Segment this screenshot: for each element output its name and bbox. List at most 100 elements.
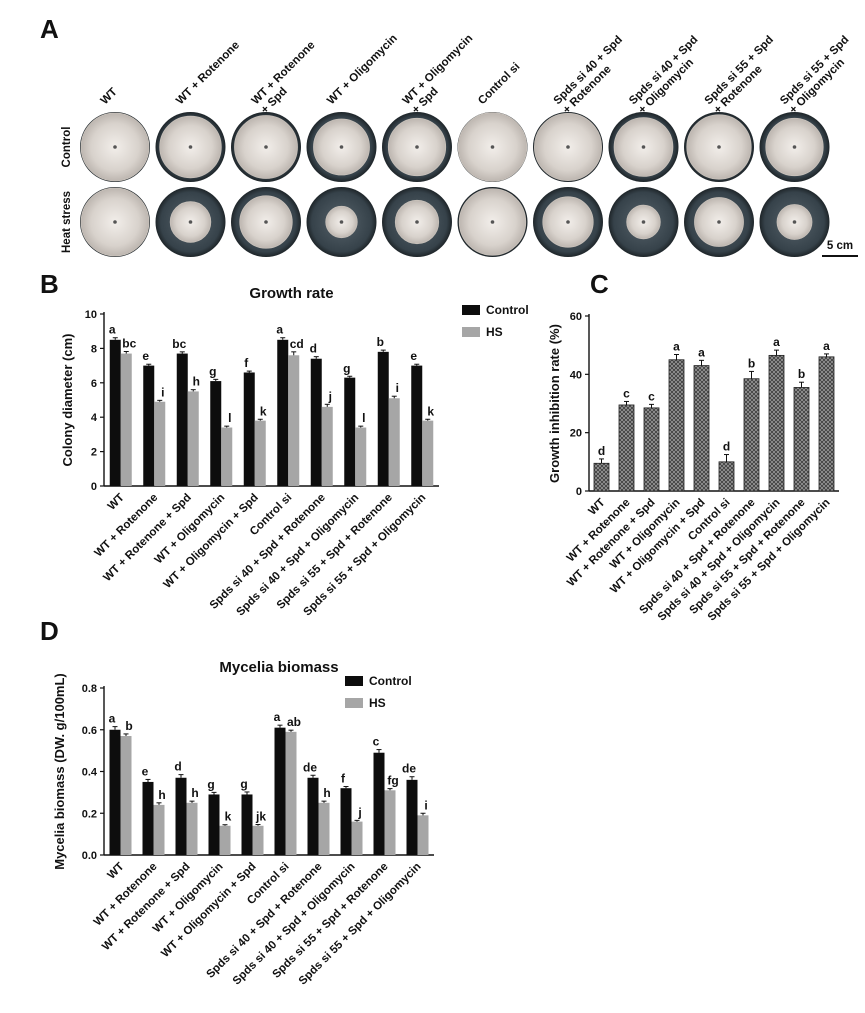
bar (793, 387, 810, 492)
significance-label: a (276, 323, 283, 337)
bar (321, 406, 333, 486)
photo-row-label: Control (61, 127, 73, 168)
significance-label: a (673, 340, 680, 354)
bar (186, 802, 198, 855)
significance-label: g (209, 364, 216, 378)
bar (373, 752, 385, 855)
y-tick-label: 40 (570, 369, 582, 381)
inoculum-spot (717, 145, 721, 149)
panel-label-d: D (40, 616, 59, 646)
x-category-label: Spds si 55 + Spd + Oligomycin (301, 492, 428, 619)
bar (277, 339, 289, 486)
significance-label: de (303, 760, 317, 774)
bar (208, 794, 220, 855)
bar (388, 398, 400, 486)
inoculum-spot (113, 145, 117, 149)
significance-label: d (174, 760, 181, 774)
y-tick-label: 10 (85, 309, 97, 321)
x-category-label: WT (106, 492, 127, 513)
bar (120, 736, 132, 855)
bar (818, 356, 835, 492)
bar (351, 821, 363, 855)
bar (221, 427, 233, 486)
significance-label: k (225, 810, 232, 824)
legend-swatch (345, 698, 363, 708)
significance-label: a (274, 710, 281, 724)
y-tick-label: 0 (576, 486, 582, 498)
bar (618, 404, 635, 492)
bar (120, 353, 132, 486)
growth-rate-chart: Growth rate 0 2 4 6 8 10 Colony diameter (cm) a e… (60, 285, 529, 619)
bar (411, 365, 423, 486)
significance-label: e (142, 349, 149, 363)
y-tick-label: 0.6 (82, 725, 97, 737)
inoculum-spot (339, 220, 344, 224)
significance-label: f (244, 356, 249, 370)
bar (768, 354, 785, 492)
significance-label: a (698, 345, 705, 359)
bar (153, 804, 165, 855)
bar (243, 372, 255, 486)
bar (417, 815, 429, 855)
bar (310, 358, 322, 486)
x-category-label: Spds si 40 + Spd + Oligomycin (234, 492, 361, 619)
photo-panel: WT WT + Rotenone WT + Rotenone+ Spd WT + Ol… (61, 32, 858, 257)
x-category-label: Spds si 40 + Spd + Oligomycin (231, 861, 358, 988)
panel-label-a: A (40, 14, 59, 44)
bar (743, 378, 760, 492)
panel-label-b: B (40, 269, 59, 299)
legend-swatch (462, 327, 480, 337)
legend-swatch (462, 305, 480, 315)
bar (254, 420, 266, 486)
bar (318, 802, 330, 855)
y-tick-label: 8 (91, 343, 97, 355)
inoculum-spot (113, 220, 117, 224)
photo-col-label: Control si (476, 61, 522, 107)
significance-label: e (142, 764, 149, 778)
legend-label: Control (486, 303, 529, 317)
x-category-label: WT (586, 497, 607, 518)
significance-label: fg (387, 774, 398, 788)
bar (377, 351, 389, 486)
inoculum-spot (188, 145, 193, 149)
inoculum-spot (717, 220, 721, 224)
inoculum-spot (792, 220, 797, 224)
legend-swatch (345, 676, 363, 686)
bar (643, 407, 660, 492)
bar (384, 790, 396, 855)
significance-label: h (191, 786, 198, 800)
inoculum-spot (339, 145, 344, 149)
bar (241, 794, 253, 855)
y-tick-label: 0.8 (82, 683, 97, 695)
inoculum-spot (566, 145, 570, 149)
bar (154, 401, 166, 486)
significance-label: a (109, 712, 116, 726)
bar (288, 355, 300, 486)
photo-col-label: Spds si 40 + Spd+ Oligomycin (627, 34, 710, 117)
significance-label: ab (287, 715, 301, 729)
x-category-label: WT (105, 861, 126, 882)
inoculum-spot (490, 145, 495, 149)
bar (143, 365, 155, 486)
y-tick-label: 0.2 (82, 808, 97, 820)
inoculum-spot (641, 220, 646, 224)
photo-col-label: Spds si 40 + Spd+ Rotenone (552, 34, 635, 117)
significance-label: bc (122, 336, 136, 350)
significance-label: h (323, 786, 330, 800)
significance-label: l (228, 411, 231, 425)
y-axis-label: Mycelia biomass (DW. g/100mL) (52, 673, 67, 870)
significance-label: c (373, 735, 380, 749)
significance-label: e (410, 349, 417, 363)
significance-label: d (723, 440, 730, 454)
inoculum-spot (415, 220, 419, 224)
significance-label: c (623, 386, 630, 400)
bar (210, 381, 222, 486)
panel-label-c: C (590, 269, 609, 299)
bar (422, 420, 434, 486)
significance-label: b (377, 335, 384, 349)
inoculum-spot (490, 220, 495, 224)
scale-bar-label: 5 cm (827, 240, 853, 252)
significance-label: g (343, 361, 350, 375)
significance-label: i (424, 798, 427, 812)
significance-label: c (648, 389, 655, 403)
